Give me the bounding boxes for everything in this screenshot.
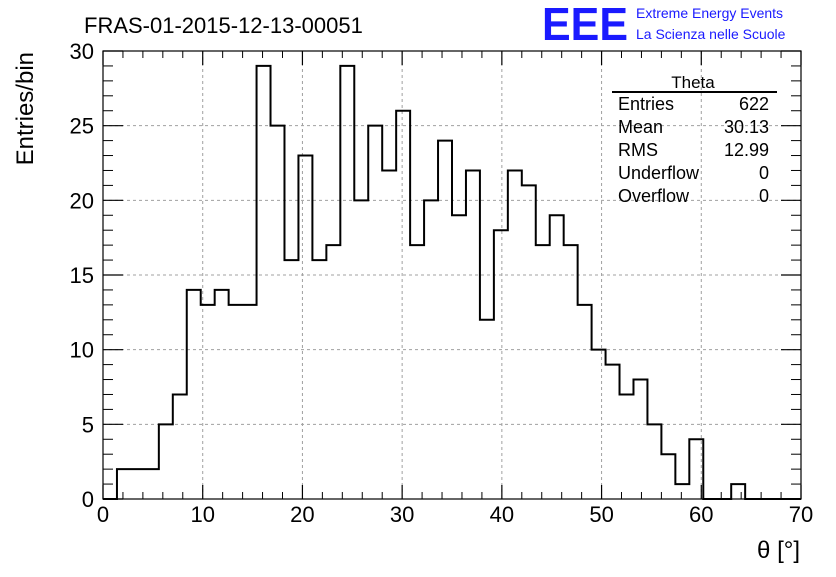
chart-title: FRAS-01-2015-12-13-00051	[84, 13, 363, 38]
y-tick-label: 10	[70, 338, 94, 363]
x-tick-label: 0	[97, 502, 109, 527]
y-tick-label: 30	[70, 39, 94, 64]
x-tick-label: 60	[689, 502, 713, 527]
x-tick-label: 20	[290, 502, 314, 527]
y-tick-label: 20	[70, 188, 94, 213]
logo-line1: Extreme Energy Events	[636, 5, 783, 21]
stats-value-entries: 622	[739, 94, 769, 114]
stats-title: Theta	[671, 73, 715, 92]
logo-line2: La Scienza nelle Scuole	[636, 26, 786, 42]
x-tick-label: 10	[190, 502, 214, 527]
y-tick-label: 25	[70, 114, 94, 139]
stats-label-overflow: Overflow	[618, 186, 690, 206]
stats-label-mean: Mean	[618, 117, 663, 137]
histogram-line	[103, 64, 801, 500]
stats-label-underflow: Underflow	[618, 163, 700, 183]
stats-label-rms: RMS	[618, 140, 658, 160]
y-tick-label: 0	[82, 487, 94, 512]
y-axis-title: Entries/bin	[12, 52, 39, 165]
x-tick-labels: 0 10 20 30 40 50 60 70	[97, 502, 813, 527]
stats-box: Theta Entries 622 Mean 30.13 RMS 12.99 U…	[612, 73, 777, 206]
y-tick-labels: 0 5 10 15 20 25 30	[70, 39, 94, 512]
x-axis-title: θ [°]	[757, 537, 800, 564]
x-tick-label: 30	[390, 502, 414, 527]
x-tick-label: 50	[589, 502, 613, 527]
stats-value-underflow: 0	[759, 163, 769, 183]
stats-value-overflow: 0	[759, 186, 769, 206]
stats-label-entries: Entries	[618, 94, 674, 114]
axis-ticks	[102, 50, 802, 500]
stats-value-mean: 30.13	[724, 117, 769, 137]
x-tick-label: 40	[490, 502, 514, 527]
y-tick-label: 15	[70, 263, 94, 288]
stats-value-rms: 12.99	[724, 140, 769, 160]
x-tick-label: 70	[789, 502, 813, 527]
y-tick-label: 5	[82, 412, 94, 437]
eee-logo: EEE	[542, 0, 628, 50]
